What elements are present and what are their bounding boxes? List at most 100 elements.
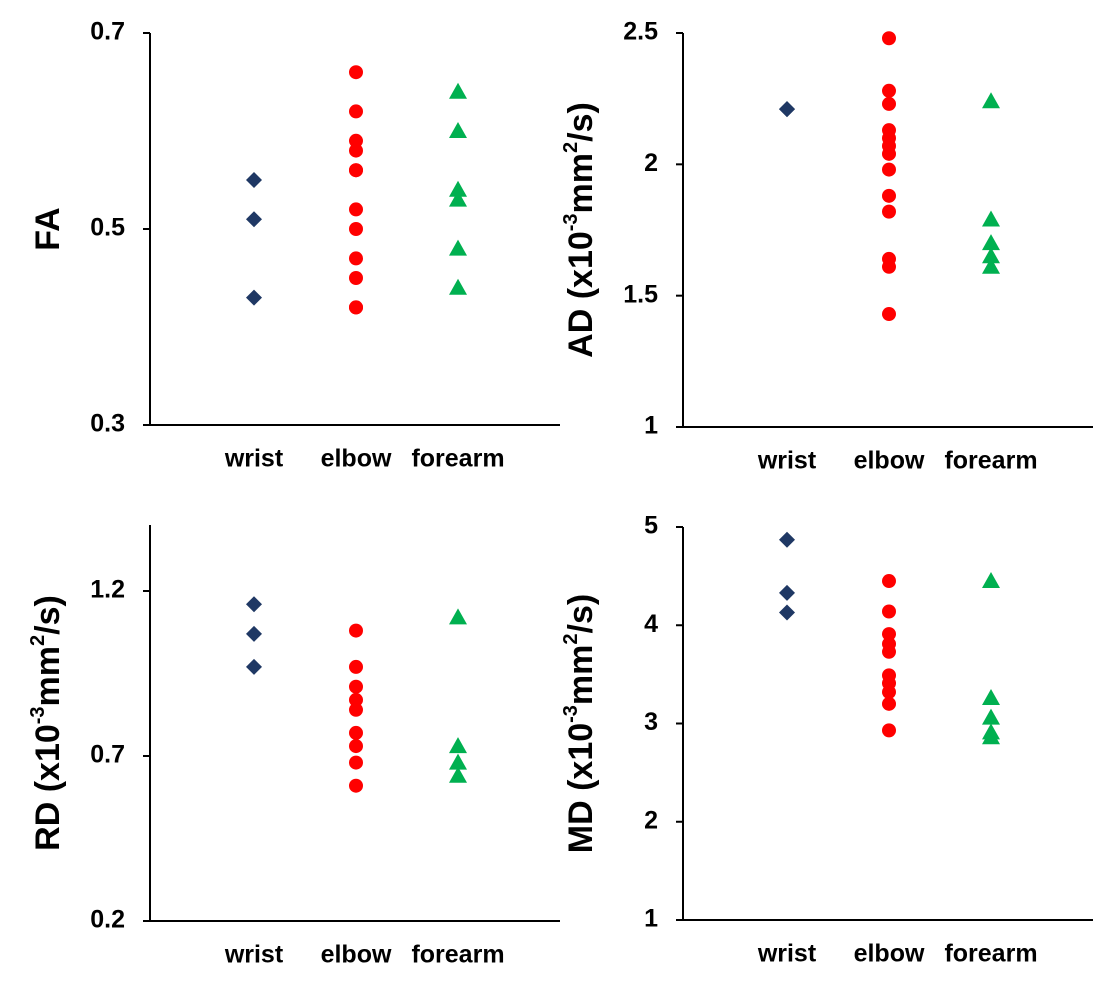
marker xyxy=(246,172,262,188)
marker xyxy=(449,239,467,256)
marker xyxy=(982,708,1000,725)
y-axis-label: FA xyxy=(29,207,67,250)
marker xyxy=(449,608,467,625)
marker xyxy=(246,289,262,306)
y-axis-label-part: 2 xyxy=(560,142,582,153)
y-tick-label: 1 xyxy=(644,905,658,933)
marker xyxy=(349,623,363,638)
y-axis-label-part: MD (x10 xyxy=(562,723,600,853)
x-tick-label: wrist xyxy=(757,940,817,968)
marker xyxy=(882,146,896,161)
marker xyxy=(882,31,896,46)
marker xyxy=(882,204,896,219)
marker xyxy=(349,222,363,236)
marker xyxy=(349,679,363,694)
y-axis-label-part: 2 xyxy=(27,635,49,646)
y-axis-label-part: mm xyxy=(562,645,600,705)
marker xyxy=(449,753,467,770)
marker xyxy=(349,739,363,754)
y-axis-label-part: /s) xyxy=(29,595,67,635)
marker xyxy=(449,737,467,754)
marker xyxy=(779,101,795,118)
marker xyxy=(882,604,896,619)
x-tick-label: forearm xyxy=(944,940,1037,968)
y-axis-label: MD (x10-3mm2/s) xyxy=(560,594,600,853)
y-tick-label: 0.2 xyxy=(90,906,125,934)
y-axis-label-part: mm xyxy=(562,153,600,213)
x-tick-label: wrist xyxy=(224,445,284,473)
y-axis-label-part: -3 xyxy=(560,705,582,723)
y-axis-label-part: -3 xyxy=(27,706,49,724)
marker xyxy=(779,604,795,621)
marker xyxy=(449,180,467,197)
marker xyxy=(982,210,1000,227)
x-tick-label: forearm xyxy=(944,447,1037,475)
y-axis-label-part: 2 xyxy=(560,633,582,644)
y-tick-label: 2.5 xyxy=(623,18,658,46)
marker xyxy=(882,644,896,659)
y-tick-label: 5 xyxy=(644,512,658,540)
x-tick-label: elbow xyxy=(321,941,392,969)
marker xyxy=(882,627,896,642)
marker xyxy=(246,658,262,675)
marker xyxy=(349,65,363,80)
marker xyxy=(349,725,363,740)
marker xyxy=(246,596,262,613)
marker xyxy=(246,211,262,228)
y-tick-label: 1.2 xyxy=(90,576,125,604)
x-tick-label: forearm xyxy=(411,445,504,473)
y-axis-label-part: FA xyxy=(29,207,67,250)
marker xyxy=(982,234,1000,251)
y-tick-label: 2 xyxy=(644,806,658,834)
marker xyxy=(449,122,467,138)
y-tick-label: 0.7 xyxy=(90,18,125,46)
y-tick-label: 1 xyxy=(644,412,658,440)
y-tick-label: 3 xyxy=(644,708,658,736)
x-tick-label: elbow xyxy=(854,447,925,475)
y-axis-label-part: mm xyxy=(29,646,67,706)
marker xyxy=(982,728,1000,745)
x-tick-label: elbow xyxy=(854,940,925,968)
marker xyxy=(349,104,363,119)
x-tick-label: forearm xyxy=(411,941,504,969)
marker xyxy=(349,659,363,674)
marker xyxy=(349,202,363,217)
marker xyxy=(349,163,363,178)
marker xyxy=(449,278,467,295)
y-axis-label-part: RD (x10 xyxy=(29,724,67,851)
marker xyxy=(449,82,467,99)
marker xyxy=(882,188,896,203)
x-tick-label: elbow xyxy=(321,445,392,473)
y-axis-label-part: -3 xyxy=(560,213,582,231)
x-tick-label: wrist xyxy=(224,941,284,969)
marker xyxy=(779,531,795,548)
marker xyxy=(449,766,467,783)
y-tick-label: 0.7 xyxy=(90,741,125,769)
marker xyxy=(882,96,896,111)
y-axis-label: RD (x10-3mm2/s) xyxy=(27,595,67,851)
marker xyxy=(349,300,363,315)
marker xyxy=(882,696,896,711)
x-tick-label: wrist xyxy=(757,447,817,475)
marker xyxy=(982,92,1000,109)
marker xyxy=(882,162,896,177)
marker xyxy=(349,271,363,285)
marker xyxy=(982,572,1000,589)
marker xyxy=(882,83,896,98)
marker xyxy=(349,143,363,158)
marker xyxy=(449,190,467,207)
y-tick-label: 4 xyxy=(644,610,658,638)
marker xyxy=(982,257,1000,274)
y-tick-label: 2 xyxy=(644,149,658,177)
marker xyxy=(349,692,363,707)
marker xyxy=(349,778,363,793)
y-tick-label: 0.5 xyxy=(90,214,125,242)
y-tick-label: 1.5 xyxy=(623,280,658,308)
y-axis-label-part: AD (x10 xyxy=(562,231,600,358)
marker xyxy=(982,247,1000,264)
marker xyxy=(882,574,896,589)
marker xyxy=(349,251,363,266)
marker xyxy=(349,133,363,148)
marker xyxy=(882,723,896,738)
